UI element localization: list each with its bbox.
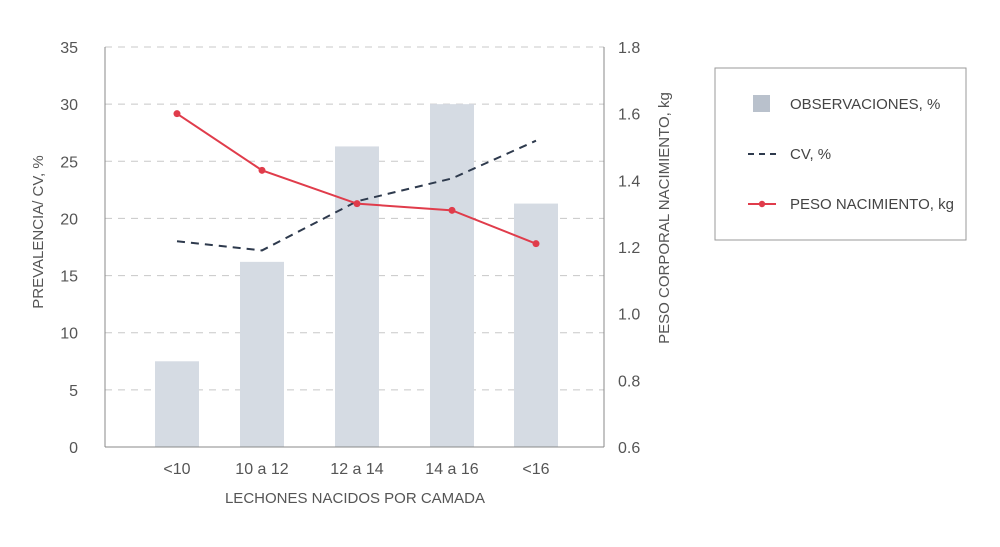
x-tick: <10 [163,461,190,478]
y-tick-left: 25 [60,154,78,171]
legend-label-cv: CV, % [790,146,831,163]
x-tick: <16 [522,461,549,478]
y-tick-right: 1.8 [618,40,640,57]
y-tick-right: 1.6 [618,107,640,124]
bar-1 [240,261,284,447]
y-tick-left: 0 [69,440,78,457]
bar-0 [155,361,199,447]
legend-label-observaciones: OBSERVACIONES, % [790,96,940,113]
legend-label-peso: PESO NACIMIENTO, kg [790,196,954,213]
y-tick-right: 1.0 [618,307,640,324]
x-axis-title: LECHONES NACIDOS POR CAMADA [225,490,485,507]
y-tick-right: 1.4 [618,173,640,190]
x-tick: 14 a 16 [425,461,478,478]
bar-4 [514,203,558,447]
bar-3 [430,104,474,448]
peso-point-2 [353,200,361,208]
y-tick-right: 1.2 [618,240,640,257]
axes [104,47,605,448]
bar-series-observaciones [155,104,558,448]
legend-swatch-observaciones [753,95,770,112]
bar-2 [335,146,379,447]
peso-point-1 [258,166,266,174]
y-axis-title-right: PESO CORPORAL NACIMIENTO, kg [656,92,673,344]
y-tick-left: 10 [60,326,78,343]
y-tick-left: 20 [60,211,78,228]
y-axis-title-left: PREVALENCIA/ CV, % [30,155,47,308]
y-tick-right: 0.8 [618,373,640,390]
y-tick-left: 35 [60,40,78,57]
line-series-cv [176,139,537,252]
peso-point-4 [532,240,540,248]
tick-labels: 0 5 10 15 20 25 30 35 0.6 0.8 1.0 1.2 1.4 1.6 1.8 <10 10… [60,40,640,478]
peso-point-0 [173,110,181,118]
legend: OBSERVACIONES, % CV, % PESO NACIMIENTO, … [714,67,967,241]
peso-point-3 [448,206,456,214]
line-series-peso [173,110,540,248]
y-tick-right: 0.6 [618,440,640,457]
x-tick: 12 a 14 [330,461,383,478]
x-tick: 10 a 12 [235,461,288,478]
legend-marker-peso [758,200,766,208]
y-tick-left: 30 [60,97,78,114]
y-tick-left: 15 [60,269,78,286]
y-tick-left: 5 [69,383,78,400]
cv-line [176,139,537,252]
